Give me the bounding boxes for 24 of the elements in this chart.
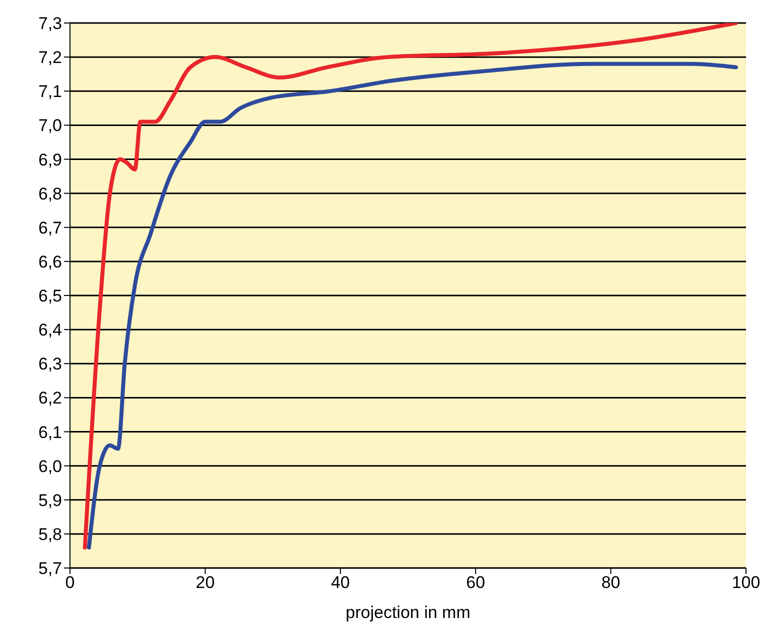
y-tick-label: 6,5	[38, 286, 62, 306]
x-tick-label: 40	[330, 573, 350, 592]
y-tick-label: 5,8	[38, 524, 62, 544]
y-tick-label: 6,0	[38, 456, 62, 476]
x-tick-label: 80	[601, 573, 620, 592]
y-tick-label: 6,9	[38, 150, 62, 170]
y-tick-label: 6,3	[38, 354, 62, 374]
y-tick-label: 7,1	[38, 82, 62, 102]
y-tick-label: 6,1	[38, 422, 62, 442]
y-tick-label: 6,7	[38, 218, 62, 238]
x-axis-title: projection in mm	[346, 603, 470, 622]
x-tick-label: 100	[732, 573, 760, 592]
y-tick-label: 6,8	[38, 184, 62, 204]
y-tick-label: 7,3	[38, 14, 62, 34]
y-tick-label: 6,4	[38, 320, 62, 340]
y-tick-label: 7,0	[38, 116, 62, 136]
y-tick-label: 6,6	[38, 252, 62, 272]
x-tick-label: 20	[196, 573, 215, 592]
x-tick-label: 60	[466, 573, 486, 592]
y-tick-label: 5,9	[38, 490, 62, 510]
y-tick-label: 6,2	[38, 388, 62, 408]
x-tick-label: 0	[65, 573, 75, 592]
y-tick-label: 7,2	[38, 48, 62, 68]
y-tick-label: 5,7	[38, 559, 62, 578]
